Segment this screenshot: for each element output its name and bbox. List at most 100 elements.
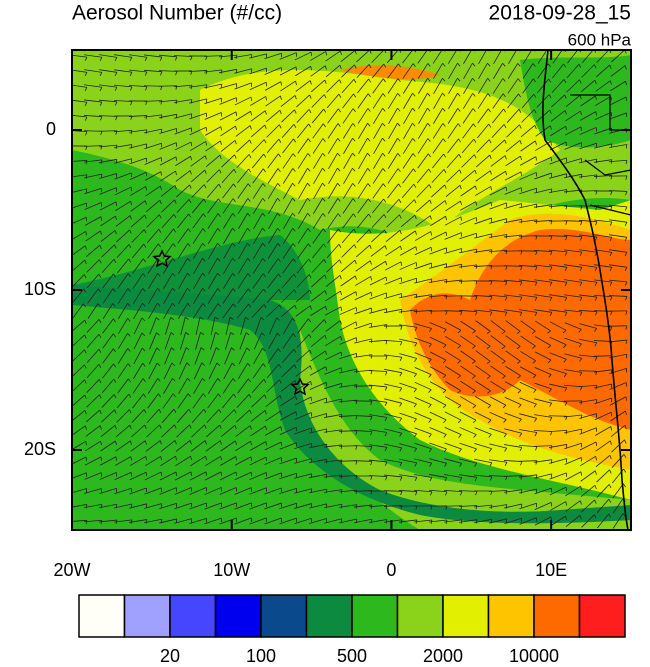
wind-barb bbox=[399, 474, 417, 478]
wind-barb bbox=[444, 321, 462, 331]
wind-barb bbox=[474, 396, 492, 406]
wind-barb bbox=[219, 54, 237, 58]
wind-barb bbox=[99, 201, 117, 211]
wind-barb bbox=[325, 275, 341, 287]
wind-barb bbox=[174, 141, 192, 151]
wind-barb bbox=[475, 491, 478, 496]
wind-barb bbox=[187, 377, 191, 382]
wind-barb bbox=[367, 123, 371, 127]
wind-barb bbox=[623, 468, 627, 473]
wind-barb bbox=[178, 258, 188, 274]
wind-barb bbox=[475, 170, 491, 182]
wind-barb bbox=[282, 228, 294, 244]
wind-barb bbox=[281, 348, 295, 364]
wind-barb bbox=[444, 263, 462, 269]
wind-barb bbox=[399, 230, 402, 235]
wind-barb bbox=[551, 94, 565, 108]
wind-barb bbox=[504, 171, 522, 181]
wind-barb bbox=[565, 501, 567, 506]
wind-barb bbox=[236, 139, 250, 153]
colorbar-box bbox=[78, 594, 126, 638]
wind-barb bbox=[461, 138, 475, 154]
wind-barb bbox=[310, 305, 326, 317]
wind-barb bbox=[130, 201, 132, 206]
wind-barb bbox=[475, 201, 477, 206]
wind-barb bbox=[262, 347, 266, 352]
wind-barb bbox=[534, 279, 552, 283]
wind-barb bbox=[549, 266, 553, 271]
wind-barb bbox=[72, 259, 86, 272]
wind-barb bbox=[488, 475, 508, 477]
wind-barb bbox=[415, 230, 417, 235]
wind-barb bbox=[429, 462, 433, 467]
wind-barb bbox=[354, 64, 357, 69]
wind-barb bbox=[339, 65, 342, 70]
wind-barb bbox=[220, 471, 222, 476]
wind-barb bbox=[519, 219, 537, 223]
wind-barb bbox=[534, 502, 552, 510]
wind-barb bbox=[142, 273, 146, 277]
wind-barb bbox=[144, 440, 147, 445]
wind-barb bbox=[142, 378, 146, 382]
wind-barb bbox=[384, 402, 388, 406]
wind-barb bbox=[489, 459, 507, 463]
wind-barb bbox=[565, 126, 567, 131]
wind-barb bbox=[208, 243, 218, 259]
wind-barb bbox=[231, 362, 236, 367]
colorbar-label: 10000 bbox=[509, 646, 559, 666]
wind-barb bbox=[193, 272, 203, 290]
wind-barb bbox=[189, 170, 192, 175]
wind-barb bbox=[562, 329, 567, 334]
wind-barb bbox=[460, 380, 476, 392]
wind-barb bbox=[250, 456, 252, 461]
wind-barb bbox=[203, 55, 223, 57]
wind-barb bbox=[548, 94, 552, 99]
wind-barb bbox=[519, 381, 537, 391]
wind-barb bbox=[232, 378, 236, 382]
wind-barb bbox=[339, 321, 357, 331]
wind-barb bbox=[327, 108, 339, 124]
wind-barb bbox=[357, 198, 369, 214]
wind-barb bbox=[292, 243, 296, 247]
wind-barb bbox=[418, 78, 428, 94]
wind-barb bbox=[490, 280, 493, 285]
wind-barb bbox=[427, 78, 431, 82]
wind-barb bbox=[99, 519, 117, 523]
wind-barb bbox=[115, 456, 117, 461]
wind-barb bbox=[594, 279, 612, 283]
wind-barb bbox=[579, 282, 583, 287]
wind-barb bbox=[222, 213, 234, 229]
wind-barb bbox=[337, 152, 341, 157]
wind-barb bbox=[504, 203, 522, 209]
wind-barb bbox=[384, 413, 402, 419]
wind-barb bbox=[325, 459, 328, 464]
wind-barb bbox=[307, 213, 311, 217]
wind-barb bbox=[429, 396, 447, 406]
wind-barb bbox=[593, 205, 613, 207]
wind-barb bbox=[579, 158, 597, 164]
wind-barb bbox=[459, 442, 477, 450]
wind-barb bbox=[193, 258, 203, 274]
wind-barb bbox=[230, 332, 235, 336]
wind-barb bbox=[159, 142, 177, 150]
wind-barb bbox=[129, 171, 147, 181]
wind-barb bbox=[217, 228, 221, 232]
wind-barb bbox=[294, 427, 312, 435]
wind-barb bbox=[609, 455, 612, 460]
wind-barb bbox=[99, 187, 117, 195]
wind-barb bbox=[563, 234, 583, 238]
wind-barb bbox=[87, 288, 99, 304]
wind-barb bbox=[428, 374, 432, 378]
wind-barb bbox=[549, 125, 552, 130]
field-darkorange bbox=[410, 228, 631, 430]
wind-barb bbox=[354, 338, 372, 344]
wind-barb bbox=[187, 393, 191, 398]
wind-barb bbox=[400, 325, 403, 330]
wind-barb bbox=[312, 228, 324, 244]
wind-barb bbox=[248, 154, 252, 159]
wind-barb bbox=[252, 273, 264, 289]
wind-barb bbox=[519, 488, 537, 494]
wind-barb bbox=[430, 231, 432, 236]
wind-barb bbox=[609, 326, 613, 331]
wind-barb bbox=[443, 489, 463, 493]
